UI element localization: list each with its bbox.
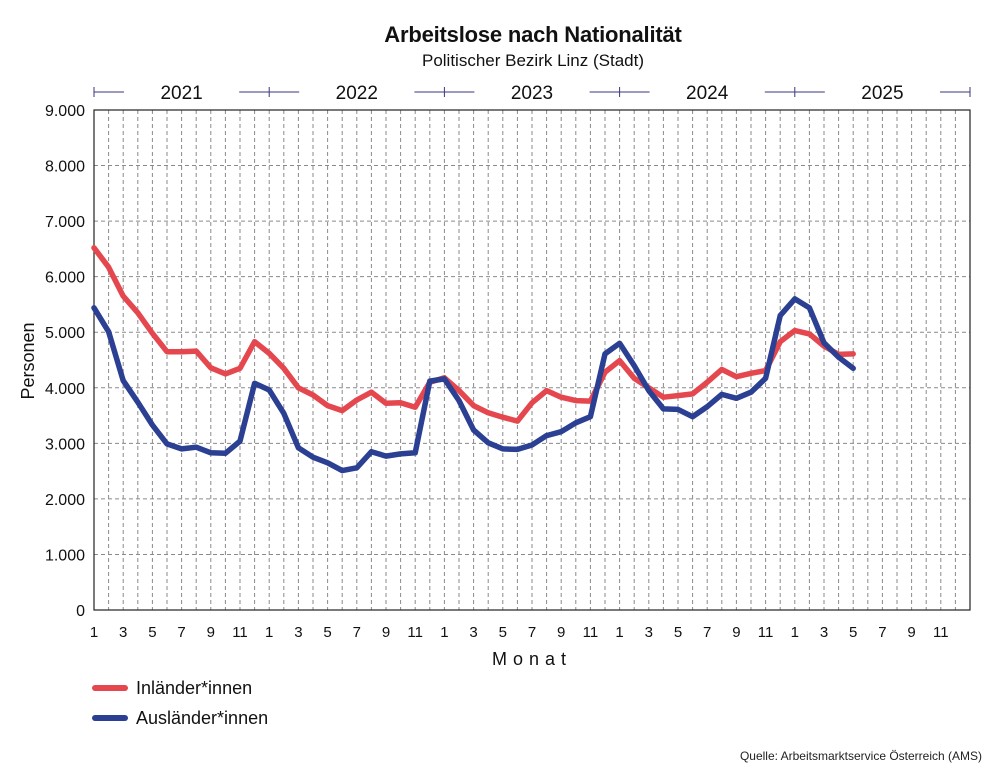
x-tick-label: 9 [732,624,740,641]
year-label: 2022 [336,83,378,104]
y-axis-title: Personen [18,322,38,399]
y-tick-label: 6.000 [45,270,85,287]
y-tick-label: 3.000 [45,436,85,453]
x-tick-label: 5 [499,624,507,641]
x-tick-label: 9 [557,624,565,641]
chart-subtitle: Politischer Bezirk Linz (Stadt) [421,51,645,70]
x-tick-label: 3 [820,624,828,641]
legend-label-inlaender: Inländer*innen [136,677,253,698]
x-tick-label: 1 [615,624,623,641]
x-tick-label: 1 [791,624,799,641]
legend-swatch-auslaender [92,715,128,721]
x-tick-label: 5 [323,624,331,641]
x-tick-label: 11 [933,624,949,641]
x-axis-title: Monat [492,649,572,669]
x-tick-label: 5 [148,624,156,641]
x-tick-label: 9 [382,624,390,641]
legend-label-auslaender: Ausländer*innen [136,707,269,728]
year-label: 2021 [160,83,202,104]
x-tick-label: 7 [703,624,711,641]
y-tick-label: 5.000 [45,325,85,342]
x-tick-label: 9 [907,624,915,641]
x-tick-label: 1 [265,624,273,641]
x-tick-label: 11 [407,624,423,641]
x-tick-label: 5 [849,624,857,641]
axes: 0 1.000 2.000 3.000 4.000 5.000 6.000 7.000 8.00… [45,103,971,641]
plot-frame [93,109,971,611]
legend-item-inlaender: Inländer*innen [92,676,252,700]
x-tick-label: 3 [469,624,477,641]
series-line-auslaender [91,296,856,474]
x-tick-label: 7 [353,624,361,641]
x-tick-label: 11 [758,624,774,641]
y-tick-label: 9.000 [45,103,85,120]
x-tick-label: 7 [878,624,886,641]
x-tick-label: 11 [232,624,248,641]
x-tick-label: 7 [177,624,185,641]
year-label: 2025 [861,83,903,104]
legend-swatch-inlaender [92,685,128,691]
x-tick-label: 9 [207,624,215,641]
y-tick-label: 2.000 [45,492,85,509]
year-band: 2021 2022 2023 2024 2025 [93,83,971,104]
legend-item-auslaender: Ausländer*innen [92,706,268,730]
x-tick-label: 5 [674,624,682,641]
series-lines [91,245,856,474]
line-chart: 2021 2022 2023 2024 2025 0 1.000 2.000 3.000 4.0… [18,83,971,669]
x-tick-label: 3 [119,624,127,641]
y-tick-label: 4.000 [45,381,85,398]
x-tick-label: 1 [90,624,98,641]
y-tick-label: 7.000 [45,214,85,231]
grid [94,109,970,610]
y-tick-label: 8.000 [45,159,85,176]
x-tick-label: 11 [583,624,599,641]
source-note: Quelle: Arbeitsmarktservice Österreich (… [739,749,982,763]
x-tick-label: 1 [440,624,448,641]
x-tick-label: 3 [645,624,653,641]
y-tick-label: 1.000 [45,547,85,564]
year-label: 2023 [511,83,553,104]
x-tick-label: 3 [294,624,302,641]
series-line-inlaender [91,245,856,424]
x-tick-label: 7 [528,624,536,641]
chart-title: Arbeitslose nach Nationalität [384,22,682,47]
year-label: 2024 [686,83,729,104]
y-tick-label: 0 [76,603,85,620]
